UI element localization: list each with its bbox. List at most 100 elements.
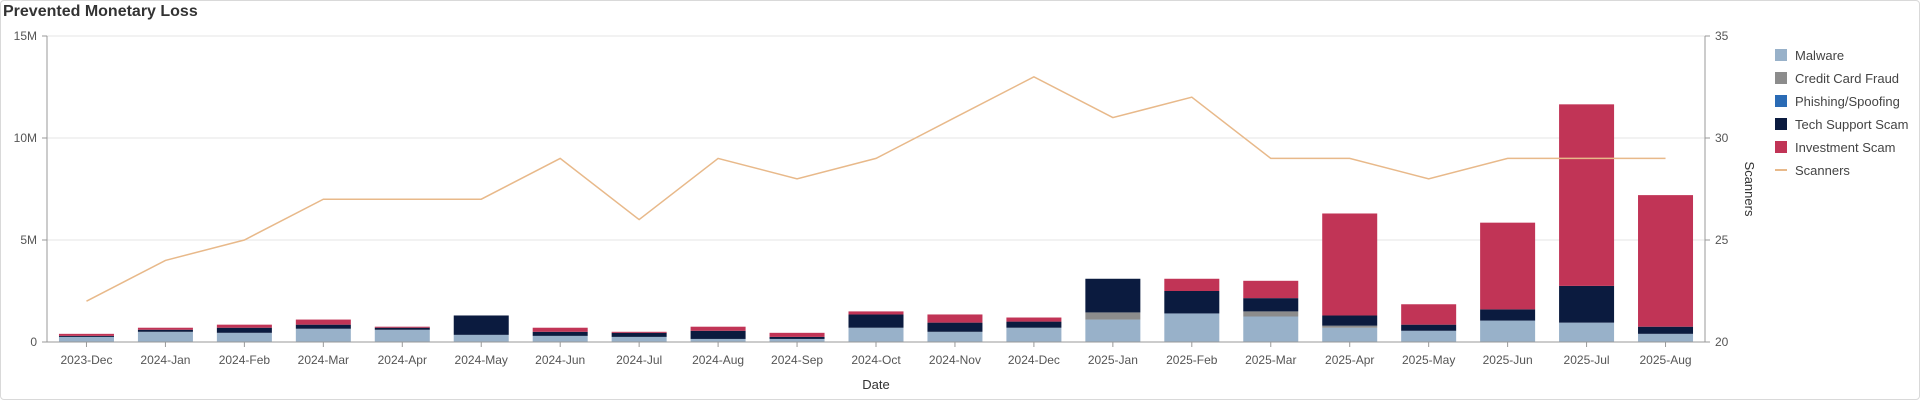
x-tick-label: 2024-Apr bbox=[378, 353, 427, 367]
x-tick-label: 2025-May bbox=[1402, 353, 1455, 367]
bar-malware bbox=[1638, 333, 1694, 342]
y-tick-label: 10M bbox=[14, 131, 37, 145]
bar-malware bbox=[58, 336, 114, 342]
legend-label-credit-card-fraud: Credit Card Fraud bbox=[1795, 71, 1899, 86]
bar-tech-support-scam bbox=[374, 327, 430, 330]
bar-investment-scam bbox=[611, 331, 667, 333]
x-tick-label: 2025-Feb bbox=[1166, 353, 1218, 367]
bar-malware bbox=[137, 331, 193, 342]
x-tick-label: 2024-Oct bbox=[851, 353, 901, 367]
bar-investment-scam bbox=[927, 314, 983, 323]
bar-malware bbox=[690, 338, 746, 342]
legend-swatch-investment-scam bbox=[1775, 141, 1787, 153]
bar-investment-scam bbox=[374, 326, 430, 328]
bar-malware bbox=[1559, 322, 1615, 342]
bar-tech-support-scam bbox=[1322, 315, 1378, 326]
y2-tick-label: 35 bbox=[1715, 29, 1729, 43]
x-tick-label: 2025-Aug bbox=[1640, 353, 1692, 367]
legend-swatch-tech-support-scam bbox=[1775, 118, 1787, 130]
x-axis-title: Date bbox=[862, 377, 889, 392]
bar-tech-support-scam bbox=[927, 322, 983, 332]
bar-investment-scam bbox=[1164, 278, 1220, 291]
bar-malware bbox=[374, 329, 430, 342]
x-tick-label: 2024-Jul bbox=[616, 353, 662, 367]
legend-label-scanners: Scanners bbox=[1795, 163, 1850, 178]
bar-malware bbox=[927, 331, 983, 342]
bar-malware bbox=[769, 338, 825, 342]
legend-label-tech-support-scam: Tech Support Scam bbox=[1795, 117, 1908, 132]
bar-investment-scam bbox=[1559, 104, 1615, 286]
bar-investment-scam bbox=[1322, 213, 1378, 316]
bar-tech-support-scam bbox=[1401, 324, 1457, 331]
bar-investment-scam bbox=[1638, 195, 1694, 327]
bar-investment-scam bbox=[58, 333, 114, 336]
bar-malware bbox=[1322, 327, 1378, 342]
bar-tech-support-scam bbox=[1006, 321, 1062, 328]
bar-malware bbox=[1243, 316, 1299, 342]
bar-tech-support-scam bbox=[1164, 291, 1220, 314]
bar-tech-support-scam bbox=[611, 332, 667, 337]
bar-investment-scam bbox=[1243, 280, 1299, 299]
bar-tech-support-scam bbox=[690, 330, 746, 339]
bar-tech-support-scam bbox=[1085, 278, 1141, 313]
x-tick-label: 2025-Mar bbox=[1245, 353, 1296, 367]
bar-investment-scam bbox=[295, 319, 351, 325]
bar-malware bbox=[295, 328, 351, 342]
bar-tech-support-scam bbox=[1559, 285, 1615, 323]
x-tick-label: 2024-Nov bbox=[929, 353, 981, 367]
axes-layer: 0 5M 10M 15M 20 25 30 35 2023-Dec 2024-Jan 2024-Fe… bbox=[14, 29, 1729, 367]
x-tick-label: 2024-Feb bbox=[219, 353, 271, 367]
bar-credit-card-fraud bbox=[1085, 312, 1141, 320]
y2-tick-label: 20 bbox=[1715, 335, 1729, 349]
x-tick-label: 2024-Jun bbox=[535, 353, 585, 367]
x-tick-label: 2024-Aug bbox=[692, 353, 744, 367]
bar-malware bbox=[1480, 320, 1536, 342]
x-tick-label: 2023-Dec bbox=[60, 353, 112, 367]
bar-malware bbox=[1164, 313, 1220, 342]
line-scanners bbox=[86, 75, 1666, 302]
bar-investment-scam bbox=[769, 332, 825, 337]
legend-label-phishing-spoofing: Phishing/Spoofing bbox=[1795, 94, 1900, 109]
legend-swatch-malware bbox=[1775, 49, 1787, 61]
bar-investment-scam bbox=[1006, 317, 1062, 322]
bar-tech-support-scam bbox=[58, 335, 114, 337]
x-tick-label: 2024-May bbox=[455, 353, 508, 367]
legend: Malware Credit Card Fraud Phishing/Spoofin… bbox=[1775, 48, 1908, 178]
bar-malware bbox=[611, 336, 667, 342]
bar-tech-support-scam bbox=[1243, 298, 1299, 312]
bars-layer bbox=[58, 104, 1694, 342]
y2-tick-label: 25 bbox=[1715, 233, 1729, 247]
y2-tick-label: 30 bbox=[1715, 131, 1729, 145]
bar-investment-scam bbox=[690, 326, 746, 331]
bar-tech-support-scam bbox=[295, 324, 351, 329]
bar-tech-support-scam bbox=[1480, 309, 1536, 321]
bar-tech-support-scam bbox=[137, 329, 193, 332]
bar-tech-support-scam bbox=[1638, 326, 1694, 334]
bar-investment-scam bbox=[848, 311, 904, 315]
x-tick-label: 2024-Dec bbox=[1008, 353, 1060, 367]
bar-investment-scam bbox=[1401, 304, 1457, 325]
x-tick-label: 2025-Jan bbox=[1088, 353, 1138, 367]
bar-malware bbox=[453, 334, 509, 342]
bar-tech-support-scam bbox=[453, 315, 509, 335]
bar-tech-support-scam bbox=[769, 336, 825, 339]
y-tick-label: 15M bbox=[14, 29, 37, 43]
bar-malware bbox=[1401, 330, 1457, 342]
bar-malware bbox=[532, 335, 588, 342]
bar-credit-card-fraud bbox=[1322, 325, 1378, 328]
bar-malware bbox=[1006, 327, 1062, 342]
bar-investment-scam bbox=[1480, 222, 1536, 310]
legend-swatch-credit-card-fraud bbox=[1775, 72, 1787, 84]
x-tick-label: 2024-Mar bbox=[298, 353, 349, 367]
bar-credit-card-fraud bbox=[1243, 311, 1299, 317]
bar-investment-scam bbox=[532, 327, 588, 332]
x-tick-label: 2025-Jul bbox=[1564, 353, 1610, 367]
bar-tech-support-scam bbox=[532, 331, 588, 336]
bar-tech-support-scam bbox=[848, 314, 904, 328]
y-tick-label: 0 bbox=[30, 335, 37, 349]
x-tick-label: 2025-Jun bbox=[1483, 353, 1533, 367]
bar-malware bbox=[848, 327, 904, 342]
panel-title: Prevented Monetary Loss bbox=[3, 3, 198, 20]
legend-swatch-phishing-spoofing bbox=[1775, 95, 1787, 107]
